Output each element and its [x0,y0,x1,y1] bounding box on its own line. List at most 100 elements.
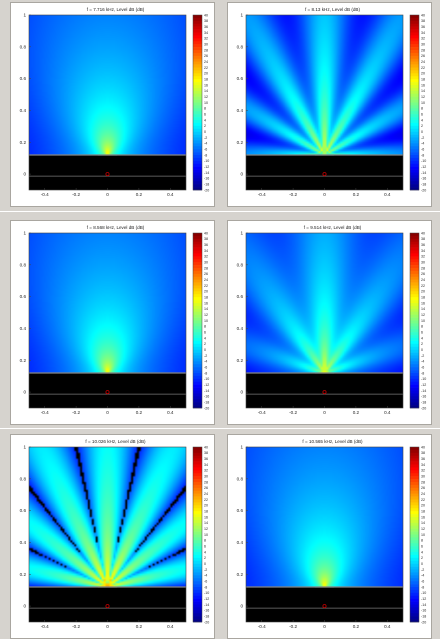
x-tick-label: 0 [323,624,326,629]
colorbar-segment [410,160,419,165]
y-tick-label: 0.8 [237,262,244,267]
colorbar-segment [410,15,419,19]
colorbar-segment [193,367,202,371]
colorbar-segment [410,93,419,97]
x-tick-label: -0.4 [258,624,266,629]
colorbar-tick-label: -12 [204,383,209,387]
colorbar-segment [193,311,202,315]
chart-title: f = 9.514 kHz, Level dB (dB) [304,225,362,230]
y-tick-label: 0.2 [20,140,27,145]
colorbar-segment [410,595,419,599]
colorbar-tick-label: 6 [204,331,206,335]
colorbar-tick-label: 0 [204,130,206,134]
colorbar-segment [193,235,202,240]
colorbar-tick-label: 4 [204,550,206,554]
colorbar-segment [410,546,419,550]
colorbar-segment [410,587,419,591]
colorbar-segment [193,402,202,406]
colorbar-tick-label: 36 [421,25,425,29]
colorbar-tick-label: 10 [421,533,425,537]
colorbar-segment [193,125,202,130]
colorbar-segment [193,105,202,109]
baffle-shape [29,587,186,622]
colorbar-segment [193,387,202,391]
colorbar-segment [410,134,419,138]
colorbar-segment [193,317,202,321]
colorbar-segment [193,546,202,550]
colorbar-frame [409,446,420,623]
colorbar-tick-label: 38 [204,237,208,241]
colorbar-segment [410,393,419,397]
colorbar-segment [410,265,419,269]
colorbar-segment [410,288,419,292]
colorbar-segment [410,96,419,100]
colorbar-segment [193,64,202,68]
colorbar-segment [410,120,419,124]
colorbar-segment [410,447,419,451]
colorbar-segment [410,387,419,391]
colorbar-segment [193,160,202,165]
x-tick-label: 0.4 [167,624,174,629]
colorbar-segment [193,449,202,454]
colorbar-segment [193,543,202,547]
colorbar-tick-label: -2 [204,354,207,358]
colorbar-segment [193,279,202,283]
chart-plot-4: f = 9.514 kHz, Level dB (dB) 0 0.2 0.4 0.6 0.… [237,225,427,415]
colorbar-segment [193,566,202,570]
colorbar-tick-label: 2 [421,556,423,560]
colorbar-segment [193,26,202,30]
colorbar-segment [410,35,419,39]
colorbar-segment [193,511,202,515]
colorbar-segment [410,99,419,103]
colorbar-segment [193,303,202,307]
colorbar-tick-label: -20 [204,188,209,192]
colorbar-tick-label: 10 [204,101,208,105]
colorbar-segment [410,575,419,579]
colorbar-tick-label: 16 [421,301,425,305]
colorbar-tick-label: 2 [421,342,423,346]
colorbar-tick-label: -18 [421,183,426,187]
colorbar-tick-label: 30 [204,475,208,479]
colorbar-segment [410,323,419,327]
colorbar-tick-label: 20 [204,290,208,294]
colorbar-segment [410,131,419,135]
colorbar-segment [410,268,419,272]
colorbar-segment [193,508,202,512]
colorbar-segment [193,352,202,356]
colorbar-tick-label: 14 [421,89,425,93]
colorbar-segment [193,87,202,92]
baffle-shape [246,373,403,408]
x-tick-label: -0.2 [289,192,297,197]
colorbar-segment [193,61,202,65]
colorbar-segment [410,517,419,521]
colorbar-tick-label: 24 [421,492,425,496]
colorbar-segment [410,373,419,377]
chart-panel-1: f = 7.716 kHz, Level dB (dB) 0 0.2 0.4 0.6 0.… [10,2,215,207]
chart-panel-3: f = 8.568 kHz, Level dB (dB) 0 0.2 0.4 0.6 0.… [10,220,215,425]
colorbar-segment [410,370,419,374]
colorbar-segment [193,572,202,576]
colorbar-segment [410,125,419,130]
colorbar-tick-label: -2 [204,568,207,572]
y-tick-label: 0.2 [237,572,244,577]
colorbar-tick-label: 40 [421,231,425,235]
colorbar-segment [193,578,202,582]
colorbar-tick-label: 10 [421,101,425,105]
colorbar-segment [193,262,202,266]
colorbar-tick-label: 4 [204,336,206,340]
colorbar-tick-label: 30 [204,261,208,265]
y-tick-label: 0.2 [237,358,244,363]
colorbar-tick-label: 18 [421,78,425,82]
y-tick-label: 1 [240,13,243,18]
colorbar-segment [410,355,419,359]
y-tick-label: 0.8 [20,262,27,267]
y-tick-label: 0.4 [237,326,244,331]
colorbar-segment [193,519,202,524]
colorbar-segment [193,405,202,409]
source-marker [322,604,327,609]
y-tick-label: 0.6 [237,294,244,299]
colorbar-segment [193,479,202,483]
colorbar-tick-label: 30 [421,43,425,47]
colorbar-segment [410,282,419,286]
colorbar-tick-label: -8 [204,371,207,375]
